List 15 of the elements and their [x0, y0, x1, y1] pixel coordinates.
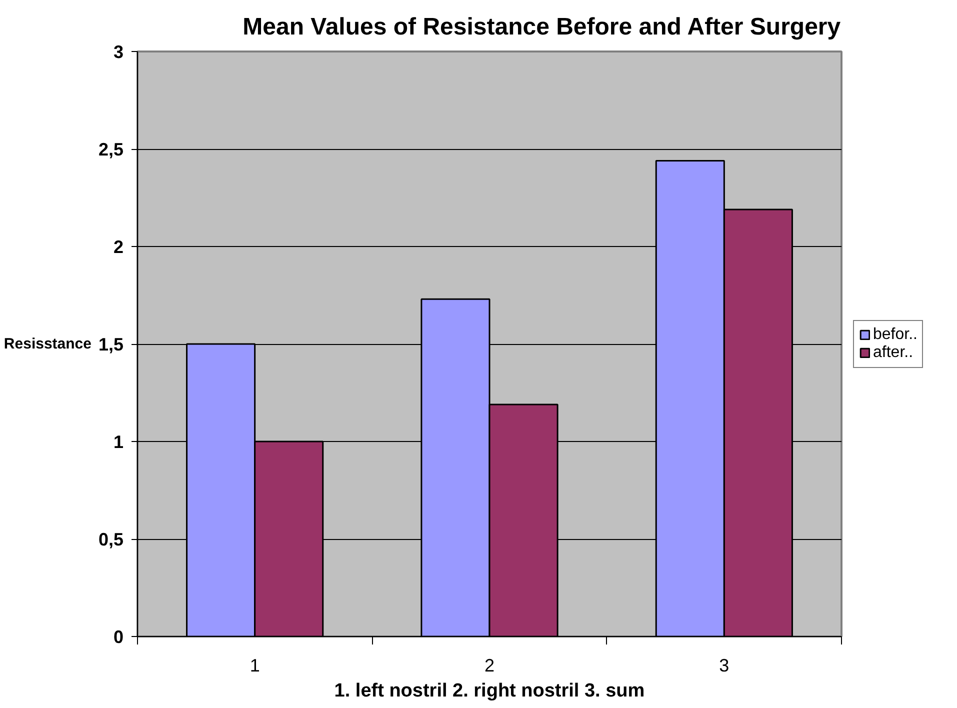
- x-tick-label: 1: [250, 656, 260, 676]
- legend-label: after..: [873, 344, 914, 362]
- y-axis-title: Resisstance: [4, 336, 92, 352]
- legend-label: befor..: [873, 326, 918, 344]
- y-tick-label: 2,5: [98, 140, 124, 160]
- y-tick-label: 1,5: [98, 334, 124, 354]
- y-tick-label: 3: [113, 42, 124, 62]
- y-tick-label: 0,5: [98, 530, 124, 550]
- x-tick-label: 3: [719, 656, 730, 676]
- x-axis-title: 1. left nostril 2. right nostril 3. sum: [334, 680, 645, 702]
- chart-title: Mean Values of Resistance Before and After Surgery: [242, 14, 842, 40]
- y-tick-label: 1: [113, 432, 124, 452]
- y-tick-label: 0: [113, 627, 124, 647]
- y-tick-label: 2: [113, 237, 124, 257]
- x-tick-label: 2: [484, 656, 495, 676]
